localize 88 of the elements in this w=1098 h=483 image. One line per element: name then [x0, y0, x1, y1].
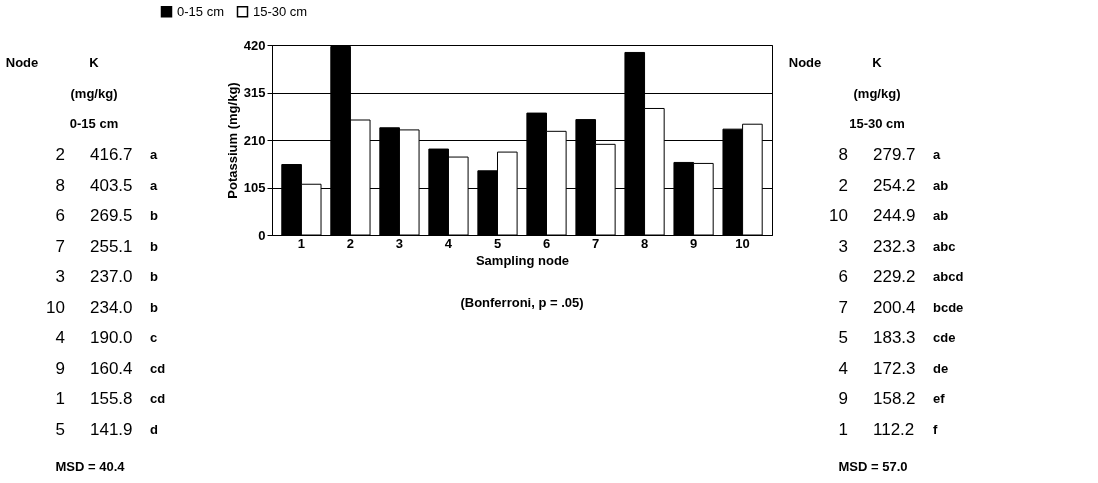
text: de: [933, 360, 949, 376]
text: cd: [150, 360, 166, 376]
text: MSD = 40.4: [55, 458, 126, 474]
text: b: [150, 208, 158, 224]
category-label: 2: [55, 145, 65, 164]
text: cde: [933, 330, 956, 346]
text: a: [150, 177, 158, 193]
x-tick-label: 10: [735, 235, 750, 251]
x-tick-label: 2: [346, 235, 355, 251]
text: 279.7: [873, 145, 916, 164]
category-label: 5: [838, 328, 848, 348]
text: 183.3: [873, 328, 916, 348]
category-label: 10: [829, 206, 848, 226]
text: f: [933, 422, 938, 437]
text: (Bonferroni, p = .05): [460, 295, 584, 310]
text: K: [89, 55, 100, 71]
text: b: [150, 299, 158, 315]
x-tick-label: 4: [444, 235, 453, 251]
x-tick-label: 9: [689, 235, 698, 251]
text: d: [150, 422, 158, 437]
x-axis-title: Sampling node: [475, 252, 570, 268]
x-tick-label: 5: [493, 235, 502, 251]
x-tick-label: 7: [591, 235, 600, 251]
y-tick-label: 105: [243, 180, 266, 195]
text: ab: [933, 177, 949, 193]
text: K: [872, 55, 883, 71]
text: 232.3: [873, 236, 916, 256]
text: c: [150, 330, 158, 346]
category-label: 2: [838, 175, 848, 195]
text: 0-15 cm: [69, 116, 119, 132]
text: 112.2: [873, 420, 915, 439]
text: 269.5: [90, 206, 133, 226]
category-label: 3: [55, 267, 65, 287]
category-label: 4: [838, 358, 848, 378]
y-axis-title: Potassium (mg/kg): [224, 82, 240, 199]
category-label: 8: [838, 145, 848, 164]
text: (mg/kg): [853, 85, 901, 101]
text: 254.2: [873, 175, 916, 195]
y-tick-label: 210: [243, 132, 266, 148]
text: 158.2: [873, 389, 916, 409]
y-tick-label: 315: [243, 85, 266, 100]
text: 155.8: [90, 389, 133, 409]
x-tick-label: 1: [297, 235, 306, 251]
text: ab: [933, 208, 949, 224]
text: b: [150, 238, 158, 254]
text: 200.4: [873, 297, 916, 317]
text: a: [933, 147, 941, 162]
text: (mg/kg): [70, 85, 118, 101]
text: ef: [933, 391, 946, 407]
text: bcde: [933, 299, 964, 315]
category-label: 9: [55, 358, 65, 378]
category-label: 6: [55, 206, 65, 226]
x-tick-label: 3: [395, 235, 404, 251]
category-label: 7: [838, 297, 848, 317]
y-tick-label: 0: [258, 227, 266, 243]
text: 416.7: [90, 145, 133, 164]
category-label: 8: [55, 175, 65, 195]
text: 237.0: [90, 267, 133, 287]
text: 160.4: [90, 358, 133, 378]
text: abcd: [933, 269, 964, 285]
category-label: 9: [838, 389, 848, 409]
text: 234.0: [90, 297, 133, 317]
text: cd: [150, 391, 166, 407]
text: MSD = 57.0: [838, 458, 908, 474]
x-tick-label: 6: [542, 235, 551, 251]
category-label: 1: [838, 420, 848, 439]
legend-label: 15-30 cm: [253, 3, 308, 19]
text: 244.9: [873, 206, 916, 226]
category-label: 4: [55, 328, 65, 348]
text: b: [150, 269, 158, 285]
text: abc: [933, 238, 956, 254]
text: 403.5: [90, 175, 133, 195]
text: Node: [5, 55, 39, 71]
text: 15-30 cm: [849, 116, 905, 132]
text: a: [150, 147, 158, 162]
category-label: 6: [838, 267, 848, 287]
category-label: 1: [55, 389, 65, 409]
text: 190.0: [90, 328, 133, 348]
text: 229.2: [873, 267, 916, 287]
category-label: 5: [55, 420, 65, 439]
category-label: 10: [46, 297, 65, 317]
y-tick-label: 420: [243, 37, 266, 53]
text: Node: [788, 55, 822, 71]
text: 172.3: [873, 358, 916, 378]
text: 141.9: [90, 420, 133, 439]
text: 255.1: [90, 236, 133, 256]
legend-label: 0-15 cm: [177, 3, 224, 19]
x-tick-label: 8: [640, 235, 649, 251]
